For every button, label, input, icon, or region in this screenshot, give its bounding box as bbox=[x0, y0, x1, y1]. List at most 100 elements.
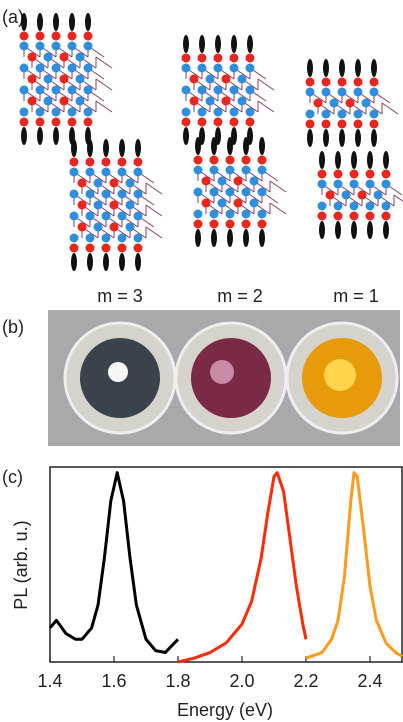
atom bbox=[350, 170, 359, 179]
ligand bbox=[87, 253, 93, 271]
ligand bbox=[351, 151, 357, 169]
m-label: m = 1 bbox=[333, 286, 379, 306]
ligand bbox=[243, 229, 249, 247]
atom bbox=[44, 75, 53, 84]
atom bbox=[246, 86, 255, 95]
ligand bbox=[247, 35, 253, 53]
atom bbox=[118, 190, 127, 199]
atom bbox=[118, 158, 127, 167]
panel-label: (c) bbox=[2, 467, 23, 487]
atom bbox=[86, 190, 95, 199]
atom bbox=[230, 108, 239, 117]
ligand bbox=[211, 137, 217, 155]
atom bbox=[246, 108, 255, 117]
atom bbox=[86, 244, 95, 253]
ligand bbox=[335, 151, 341, 169]
bond bbox=[146, 227, 162, 238]
atom bbox=[76, 53, 85, 62]
atom bbox=[306, 88, 315, 97]
atom bbox=[102, 234, 111, 243]
atom bbox=[70, 212, 79, 221]
atom bbox=[242, 220, 251, 229]
atom bbox=[258, 156, 267, 165]
bond bbox=[258, 101, 274, 112]
atom bbox=[222, 75, 231, 84]
atom bbox=[322, 120, 331, 129]
atom bbox=[94, 201, 103, 210]
atom bbox=[318, 180, 327, 189]
atom bbox=[214, 118, 223, 127]
crystal bbox=[324, 359, 356, 391]
ligand bbox=[383, 221, 389, 239]
atom bbox=[346, 99, 355, 108]
ligand bbox=[259, 137, 265, 155]
atom bbox=[84, 64, 93, 73]
atom bbox=[198, 108, 207, 117]
ligand bbox=[335, 221, 341, 239]
atom bbox=[350, 202, 359, 211]
x-tick-label: 1.6 bbox=[101, 671, 126, 691]
atom bbox=[226, 166, 235, 175]
atom bbox=[84, 108, 93, 117]
atom bbox=[78, 201, 87, 210]
atom bbox=[52, 64, 61, 73]
atom bbox=[110, 179, 119, 188]
atom bbox=[70, 190, 79, 199]
atom bbox=[118, 244, 127, 253]
ligand bbox=[71, 253, 77, 271]
atom bbox=[78, 179, 87, 188]
atom bbox=[68, 42, 77, 51]
atom bbox=[102, 244, 111, 253]
ligand bbox=[307, 59, 313, 77]
atom bbox=[226, 220, 235, 229]
atom bbox=[28, 53, 37, 62]
atom bbox=[370, 78, 379, 87]
atom bbox=[366, 170, 375, 179]
atom bbox=[318, 212, 327, 221]
panel-label: (a) bbox=[2, 7, 24, 27]
atom bbox=[342, 191, 351, 200]
x-tick-label: 2.0 bbox=[229, 671, 254, 691]
atom bbox=[238, 97, 247, 106]
x-tick-label: 2.2 bbox=[293, 671, 318, 691]
atom bbox=[52, 86, 61, 95]
atom bbox=[382, 180, 391, 189]
atom bbox=[190, 75, 199, 84]
atom bbox=[36, 42, 45, 51]
y-axis-label: PL (arb. u.) bbox=[11, 520, 31, 609]
atom bbox=[68, 108, 77, 117]
ligand bbox=[211, 229, 217, 247]
crystal bbox=[210, 360, 234, 384]
atom bbox=[36, 108, 45, 117]
atom bbox=[210, 188, 219, 197]
ligand bbox=[319, 151, 325, 169]
atom bbox=[194, 188, 203, 197]
atom bbox=[134, 168, 143, 177]
atom bbox=[198, 86, 207, 95]
atom bbox=[126, 201, 135, 210]
ligand bbox=[103, 139, 109, 157]
bond bbox=[258, 79, 274, 90]
ligand bbox=[21, 127, 27, 145]
x-tick-label: 2.4 bbox=[357, 671, 382, 691]
atom bbox=[242, 166, 251, 175]
ligand bbox=[71, 139, 77, 157]
atom bbox=[210, 220, 219, 229]
atom bbox=[318, 202, 327, 211]
ligand bbox=[371, 129, 377, 147]
atom bbox=[60, 97, 69, 106]
atom bbox=[20, 64, 29, 73]
ligand bbox=[367, 151, 373, 169]
atom bbox=[210, 166, 219, 175]
atom bbox=[194, 156, 203, 165]
ligand bbox=[367, 221, 373, 239]
atom bbox=[374, 191, 383, 200]
atom bbox=[330, 99, 339, 108]
atom bbox=[70, 168, 79, 177]
atom bbox=[382, 202, 391, 211]
ligand bbox=[227, 229, 233, 247]
ligand bbox=[339, 129, 345, 147]
atom bbox=[68, 118, 77, 127]
atom bbox=[20, 42, 29, 51]
atom bbox=[198, 64, 207, 73]
